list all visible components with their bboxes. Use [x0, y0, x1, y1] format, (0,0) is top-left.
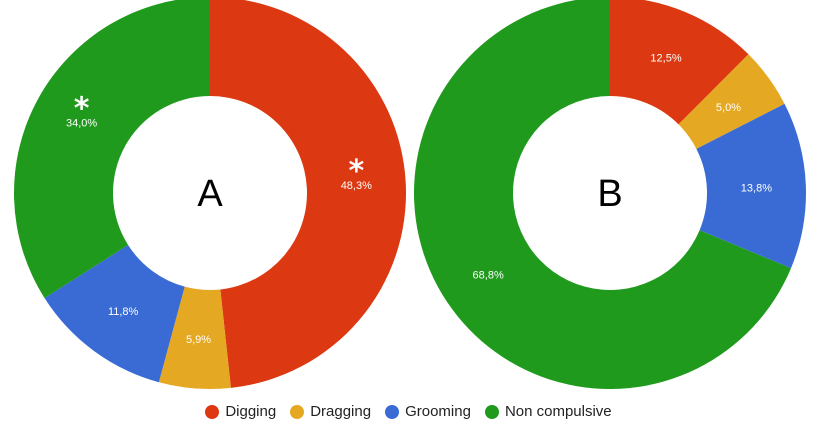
legend-label-dragging: Dragging [310, 403, 372, 420]
donut-b-center-label: B [597, 173, 622, 215]
donut-a-slice-non-compulsive [14, 0, 210, 299]
donut-a-value-label-digging: 48,3% [341, 180, 372, 192]
donut-b-slice-non-compulsive [414, 0, 791, 389]
legend-label-digging: Digging [225, 403, 277, 420]
donut-b-value-label-digging: 12,5% [650, 53, 681, 65]
donut-a-value-label-dragging: 5,9% [186, 334, 211, 346]
donut-a-center-label: A [197, 173, 223, 215]
donut-a-value-label-grooming: 11,8% [108, 306, 139, 318]
legend-swatch-digging [205, 404, 220, 419]
donut-a-value-label-non-compulsive: 34,0% [66, 117, 97, 129]
donut-a-slice-digging [210, 0, 406, 388]
legend-label-grooming: Grooming [405, 403, 471, 420]
legend-label-non-compulsive: Non compulsive [504, 403, 612, 420]
legend-swatch-grooming [385, 404, 400, 419]
legend-item-grooming: Grooming [385, 403, 471, 420]
donut-b-value-label-grooming: 13,8% [741, 182, 772, 194]
legend-item-digging: Digging [205, 403, 276, 420]
legend-item-non-compulsive: Non compulsive [484, 403, 612, 420]
legend-swatch-non-compulsive [484, 404, 499, 419]
donut-charts: 48,3%*5,9%11,8%34,0%*A12,5%5,0%13,8%68,8… [14, 0, 807, 389]
donut-a-slice-dragging [158, 286, 231, 389]
donut-a-significance-marker-non-compulsive: * [74, 91, 90, 126]
legend-swatch-dragging [290, 404, 305, 419]
donut-b-slice-dragging [678, 54, 785, 149]
donut-b-value-label-non-compulsive: 68,8% [473, 269, 504, 281]
donut-b-value-label-dragging: 5,0% [716, 102, 741, 114]
donut-a-significance-marker-digging: * [348, 154, 364, 189]
donut-b-slice-digging [610, 0, 749, 125]
legend-item-dragging: Dragging [290, 403, 371, 420]
donut-a-slice-grooming [44, 244, 185, 383]
chart-legend: Digging Dragging Grooming Non compulsive [0, 403, 817, 420]
donut-b-slice-grooming [696, 103, 807, 269]
